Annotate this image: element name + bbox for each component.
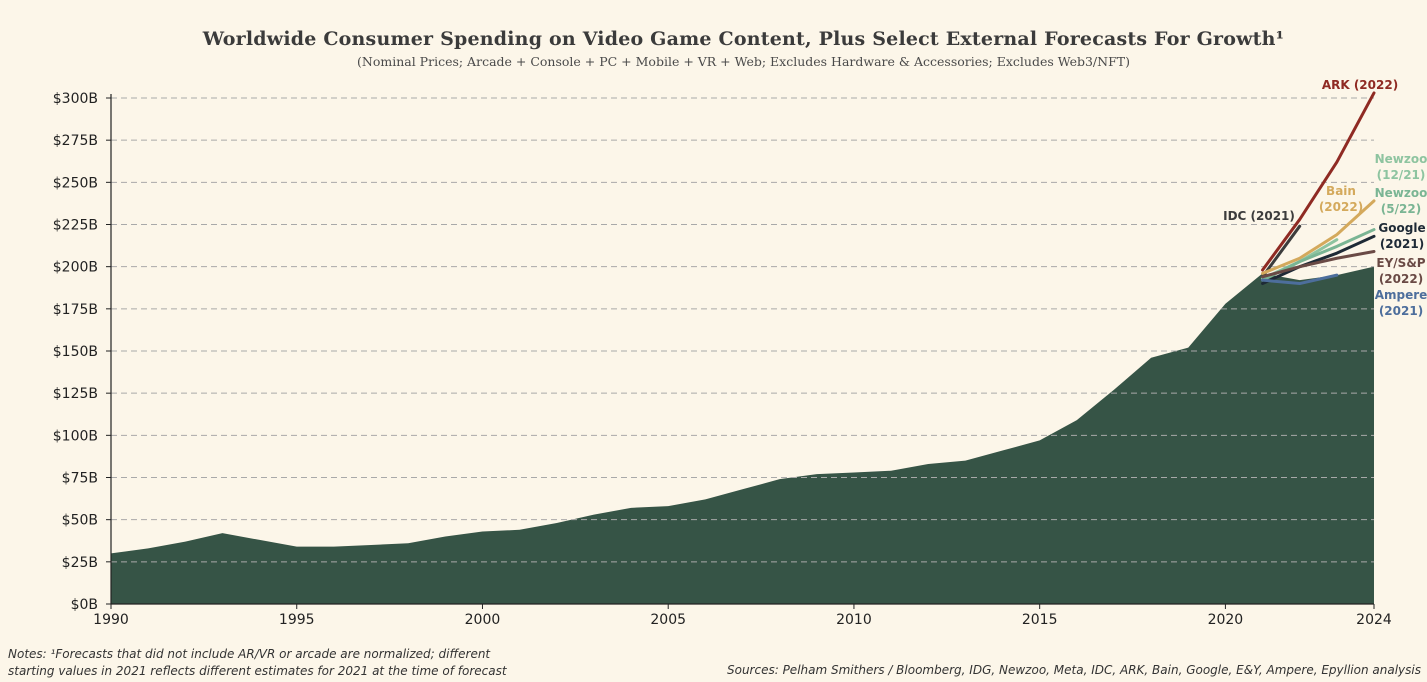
y-tick-label: $25B bbox=[62, 555, 98, 571]
forecast-line-idc-2021- bbox=[1261, 224, 1302, 279]
forecast-label: Newzoo bbox=[1375, 152, 1427, 166]
x-tick-label: 2010 bbox=[836, 612, 872, 628]
forecast-label: ARK (2022) bbox=[1322, 78, 1398, 92]
forecast-label: (2022) bbox=[1319, 200, 1363, 214]
x-tick-label: 2024 bbox=[1356, 612, 1392, 628]
y-tick-label: $75B bbox=[62, 471, 98, 487]
forecast-line-ark-2022- bbox=[1261, 91, 1376, 272]
y-tick-label: $300B bbox=[53, 91, 98, 107]
chart-sources: Sources: Pelham Smithers / Bloomberg, ID… bbox=[726, 663, 1421, 677]
x-tick-label: 2020 bbox=[1208, 612, 1244, 628]
x-tick-label: 2005 bbox=[650, 612, 686, 628]
chart-notes: Notes: ¹Forecasts that did not include A… bbox=[8, 646, 507, 680]
y-tick-label: $200B bbox=[53, 260, 98, 276]
x-tick-label: 2015 bbox=[1022, 612, 1058, 628]
y-tick-label: $125B bbox=[53, 386, 98, 402]
spending-area bbox=[111, 266, 1374, 604]
forecast-label: (2021) bbox=[1380, 237, 1424, 251]
forecast-label: Google bbox=[1378, 221, 1425, 235]
forecast-label: Ampere bbox=[1375, 288, 1427, 302]
forecast-line-bain-2022- bbox=[1261, 199, 1376, 275]
forecast-label: Bain bbox=[1326, 184, 1356, 198]
chart-title: Worldwide Consumer Spending on Video Gam… bbox=[202, 28, 1285, 50]
y-tick-label: $275B bbox=[53, 133, 98, 149]
forecast-label: (5/22) bbox=[1381, 202, 1421, 216]
forecast-label: (2022) bbox=[1379, 272, 1423, 286]
forecast-label: Newzoo bbox=[1375, 186, 1427, 200]
y-tick-label: $100B bbox=[53, 428, 98, 444]
y-tick-label: $50B bbox=[62, 513, 98, 529]
forecast-label: (12/21) bbox=[1377, 168, 1426, 182]
y-tick-label: $0B bbox=[71, 597, 98, 613]
y-tick-label: $250B bbox=[53, 175, 98, 191]
y-tick-label: $150B bbox=[53, 344, 98, 360]
x-tick-label: 1990 bbox=[93, 612, 129, 628]
x-tick-label: 1995 bbox=[279, 612, 315, 628]
forecast-label: (2021) bbox=[1379, 304, 1423, 318]
forecast-line-ey-s-p-2022- bbox=[1261, 249, 1376, 279]
chart-subtitle: (Nominal Prices; Arcade + Console + PC +… bbox=[357, 54, 1130, 69]
forecast-label: EY/S&P bbox=[1376, 256, 1425, 270]
x-tick-label: 2000 bbox=[465, 612, 501, 628]
notes-line-2: starting values in 2021 reflects differe… bbox=[8, 664, 507, 678]
forecast-line-ampere-2021- bbox=[1261, 273, 1339, 286]
notes-line-1: Notes: ¹Forecasts that did not include A… bbox=[8, 647, 491, 661]
forecast-line-google-2021- bbox=[1261, 234, 1376, 286]
y-tick-label: $225B bbox=[53, 218, 98, 234]
y-tick-label: $175B bbox=[53, 302, 98, 318]
forecast-label: IDC (2021) bbox=[1223, 209, 1295, 223]
